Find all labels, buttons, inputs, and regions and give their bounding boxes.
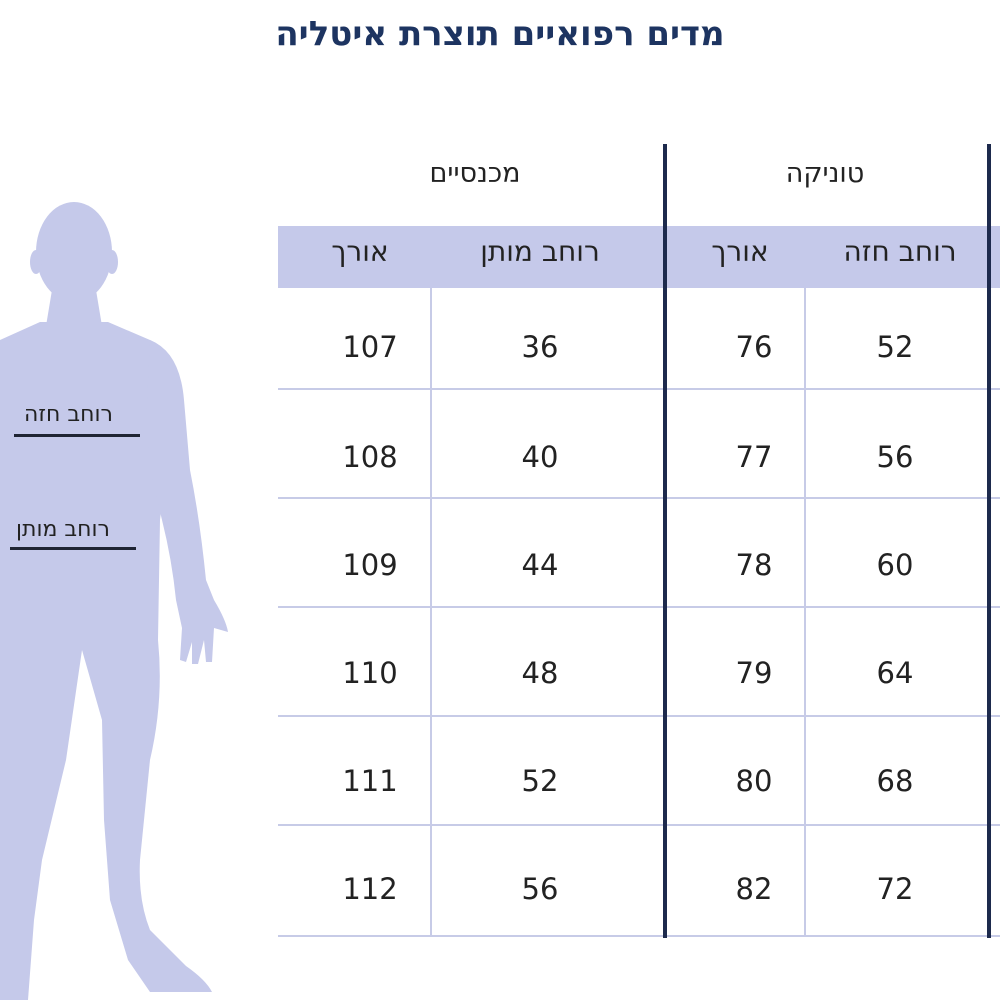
cell-tunic-chest: 56	[876, 440, 914, 474]
chest-width-label: רוחב חזה	[24, 402, 113, 427]
row-divider	[278, 606, 1000, 608]
cell-pants-length: 109	[342, 548, 398, 582]
column-divider	[430, 288, 432, 936]
cell-tunic-chest: 52	[876, 330, 914, 364]
cell-pants-length: 110	[342, 656, 398, 690]
cell-tunic-chest: 64	[876, 656, 914, 690]
cell-pants-waist: 48	[521, 656, 559, 690]
cell-tunic-length: 76	[735, 330, 773, 364]
cell-pants-waist: 36	[521, 330, 559, 364]
cell-pants-waist: 56	[521, 872, 559, 906]
group-divider	[987, 144, 991, 938]
cell-pants-length: 107	[342, 330, 398, 364]
cell-tunic-chest: 72	[876, 872, 914, 906]
header-pants-waist: רוחב מותן	[480, 235, 600, 268]
cell-tunic-length: 77	[735, 440, 773, 474]
cell-tunic-length: 79	[735, 656, 773, 690]
cell-pants-waist: 52	[521, 764, 559, 798]
column-divider	[804, 288, 806, 936]
person-figure-icon	[0, 202, 228, 1000]
pants-group-label: מכנסיים	[429, 158, 521, 189]
row-divider	[278, 715, 1000, 717]
row-divider	[278, 824, 1000, 826]
cell-pants-waist: 44	[521, 548, 559, 582]
body-silhouette: רוחב חזה רוחב מותן	[0, 0, 280, 1000]
cell-tunic-chest: 60	[876, 548, 914, 582]
cell-tunic-length: 78	[735, 548, 773, 582]
header-pants-length: אורך	[331, 235, 389, 268]
table-header-band	[278, 226, 1000, 288]
cell-tunic-chest: 68	[876, 764, 914, 798]
cell-pants-length: 111	[342, 764, 398, 798]
waist-width-label: רוחב מותן	[16, 517, 110, 542]
waist-line	[10, 547, 136, 550]
header-tunic-length: אורך	[711, 235, 769, 268]
cell-tunic-length: 82	[735, 872, 773, 906]
chest-line	[14, 434, 140, 437]
header-tunic-chest: רוחב חזה	[843, 235, 957, 268]
cell-tunic-length: 80	[735, 764, 773, 798]
group-divider	[663, 144, 667, 938]
page-title: מדים רפואיים תוצרת איטליה	[275, 14, 725, 54]
cell-pants-waist: 40	[521, 440, 559, 474]
tunic-group-label: טוניקה	[785, 158, 865, 189]
row-divider	[278, 497, 1000, 499]
row-divider	[278, 388, 1000, 390]
row-divider	[278, 935, 1000, 937]
cell-pants-length: 108	[342, 440, 398, 474]
cell-pants-length: 112	[342, 872, 398, 906]
